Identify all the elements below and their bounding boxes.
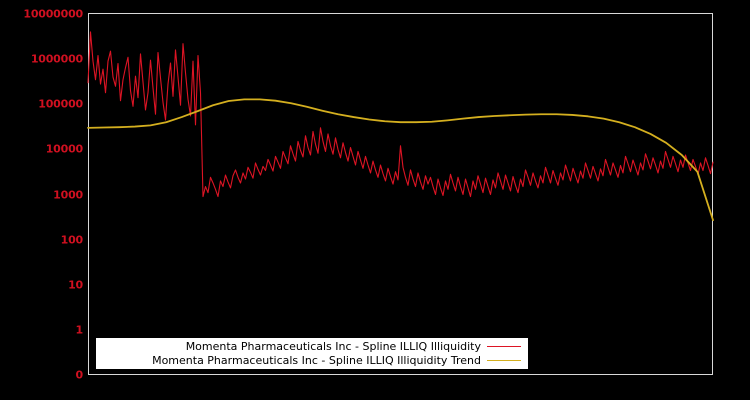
y-tick-label: 1	[75, 323, 84, 337]
y-tick-label: 1000	[53, 188, 83, 201]
legend-item-illiquidity-trend: Momenta Pharmaceuticals Inc - Spline ILL…	[97, 354, 521, 368]
legend-label-illiquidity: Momenta Pharmaceuticals Inc - Spline ILL…	[185, 339, 481, 353]
y-tick-label: 10000000	[23, 7, 83, 21]
series-paths	[87, 31, 714, 222]
chart-legend: Momenta Pharmaceuticals Inc - Spline ILL…	[96, 338, 528, 369]
plot-area-frame	[88, 13, 713, 375]
illiquidity-trend-line	[87, 98, 714, 222]
y-tick-label: 10	[68, 278, 83, 292]
y-tick-label: 1000000	[30, 52, 83, 66]
legend-swatch-illiquidity-trend	[487, 360, 521, 361]
legend-swatch-illiquidity	[487, 346, 521, 347]
y-axis-tick-labels: 10000000 1000000 100000 10000 1000 100 10 1 0	[0, 0, 83, 400]
y-tick-label: 10000	[45, 142, 83, 156]
y-tick-label: 0	[75, 368, 84, 382]
legend-label-illiquidity-trend: Momenta Pharmaceuticals Inc - Spline ILL…	[152, 353, 481, 367]
y-tick-label: 100	[60, 233, 84, 247]
y-tick-label: 100000	[38, 97, 83, 111]
illiquidity-line	[87, 31, 714, 198]
legend-item-illiquidity: Momenta Pharmaceuticals Inc - Spline ILL…	[97, 340, 521, 354]
